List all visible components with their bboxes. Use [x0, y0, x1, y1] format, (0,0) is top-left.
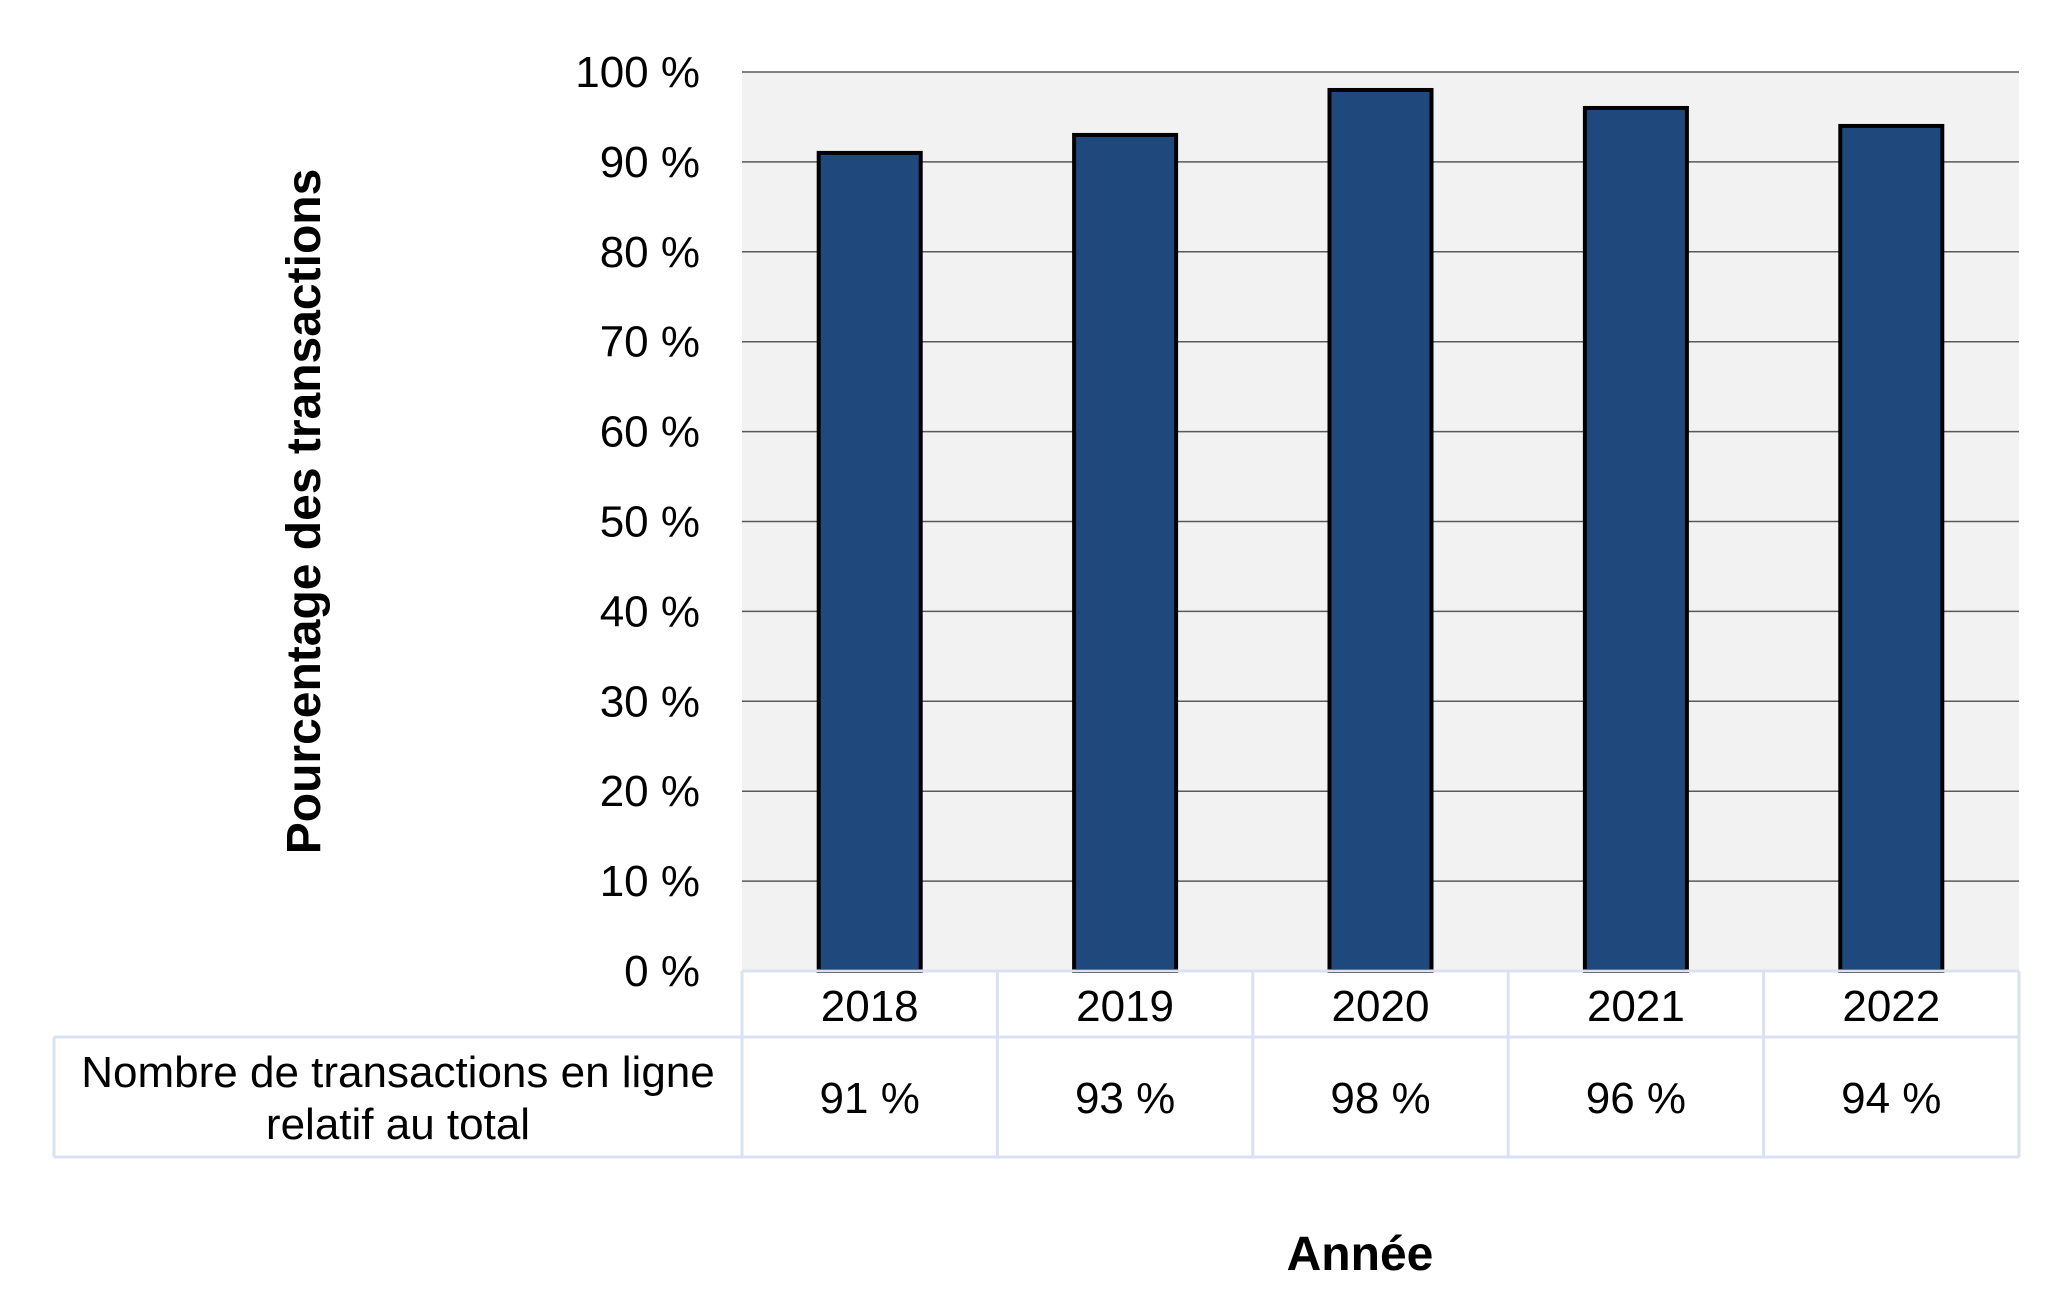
y-tick-label: 70 % — [600, 318, 700, 367]
x-tick-label: 2021 — [1587, 982, 1685, 1031]
y-tick-label: 80 % — [600, 228, 700, 277]
table-row-label: relatif au total — [266, 1100, 530, 1149]
x-tick-label: 2020 — [1332, 982, 1430, 1031]
bar-2018 — [816, 150, 923, 974]
bar-2020 — [1327, 87, 1434, 974]
y-axis-title: Pourcentage des transactions — [278, 169, 331, 855]
table-row-label: Nombre de transactions en ligne — [81, 1048, 714, 1097]
bars — [816, 87, 1945, 974]
bar-2022 — [1838, 123, 1945, 973]
y-tick-label: 90 % — [600, 138, 700, 187]
data-label: 94 % — [1841, 1074, 1941, 1123]
data-table: 2018 91 % 2019 93 % 2020 98 % 2021 96 % 2022 94 %… — [52, 969, 2021, 1159]
y-tick-label: 50 % — [600, 498, 700, 547]
x-tick-label: 2022 — [1842, 982, 1940, 1031]
data-label: 98 % — [1330, 1074, 1430, 1123]
y-tick-label: 30 % — [600, 677, 700, 726]
x-tick-label: 2019 — [1076, 982, 1174, 1031]
data-label: 93 % — [1075, 1074, 1175, 1123]
y-tick-label: 60 % — [600, 408, 700, 457]
y-tick-label: 40 % — [600, 587, 700, 636]
data-label: 91 % — [820, 1074, 920, 1123]
y-tick-label: 10 % — [600, 857, 700, 906]
x-axis-title: Année — [1287, 1228, 1434, 1281]
bar-2019 — [1072, 132, 1179, 973]
data-label: 96 % — [1586, 1074, 1686, 1123]
y-tick-label: 0 % — [624, 947, 700, 996]
y-tick-label: 100 % — [575, 48, 700, 97]
bar-2021 — [1582, 105, 1689, 973]
x-tick-label: 2018 — [821, 982, 919, 1031]
y-tick-label: 20 % — [600, 767, 700, 816]
y-axis-ticks: 0 % 10 % 20 % 30 % 40 % 50 % 60 % 70 % 80 % 90 % 1… — [575, 48, 700, 996]
